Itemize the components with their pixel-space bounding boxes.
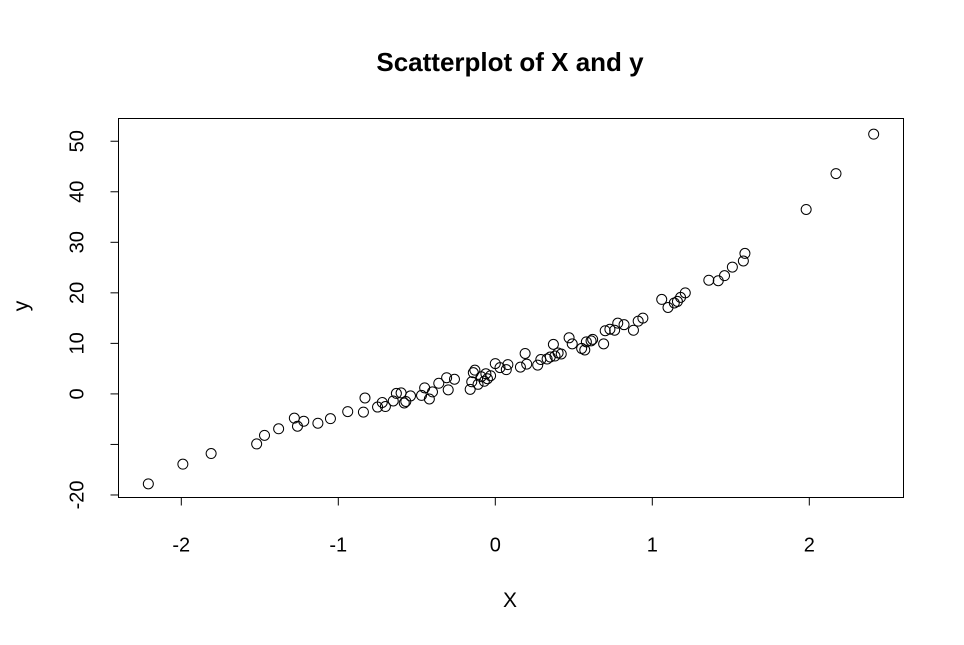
data-point (712, 275, 724, 287)
data-point (547, 338, 559, 350)
data-point (519, 347, 531, 359)
data-point (442, 384, 454, 396)
data-point (612, 317, 624, 329)
data-point (251, 438, 263, 450)
data-point (390, 387, 402, 399)
x-axis: -2 -1 0 1 2 (172, 497, 815, 557)
data-point (563, 332, 575, 344)
data-point (342, 406, 354, 418)
plot-frame (118, 118, 904, 498)
data-point (441, 372, 453, 384)
data-point (469, 364, 481, 376)
data-point (566, 338, 578, 350)
data-point (830, 168, 842, 180)
data-point (478, 375, 490, 387)
data-point (480, 368, 492, 380)
data-point (481, 373, 493, 385)
y-tick-label: 10 (67, 332, 89, 354)
data-point (656, 293, 668, 305)
data-point (627, 324, 639, 336)
data-point (598, 338, 610, 350)
y-tick-label: 20 (67, 282, 89, 304)
x-tick-label: -2 (172, 535, 190, 557)
data-point (291, 420, 303, 432)
y-axis: -20 0 10 20 30 40 50 (67, 130, 119, 509)
x-tick-label: 1 (647, 535, 658, 557)
data-point (604, 323, 616, 335)
y-tick-label: 50 (67, 130, 89, 152)
data-point (423, 393, 435, 405)
data-point (433, 377, 445, 389)
data-point (500, 364, 512, 376)
data-point (739, 247, 751, 259)
data-point (541, 353, 553, 365)
y-tick-label: 0 (67, 388, 89, 399)
data-point (514, 361, 526, 373)
data-point (618, 319, 630, 331)
y-axis-label: y (10, 300, 33, 311)
data-point (398, 397, 410, 409)
data-point (359, 392, 371, 404)
data-point (671, 295, 683, 307)
data-point (466, 376, 478, 388)
x-tick-label: -1 (329, 535, 347, 557)
data-point (494, 362, 506, 374)
y-tick-label: 40 (67, 181, 89, 203)
data-point (485, 370, 497, 382)
data-point (585, 335, 597, 347)
data-point (177, 458, 189, 470)
data-point (205, 448, 217, 460)
data-points (142, 128, 880, 490)
data-point (464, 383, 476, 395)
data-point (502, 359, 514, 371)
x-axis-label: X (503, 589, 517, 612)
data-point (587, 333, 599, 345)
data-point (719, 270, 731, 282)
y-tick-label: -20 (67, 481, 89, 510)
data-point (298, 415, 310, 427)
data-point (427, 386, 438, 398)
data-point (609, 324, 621, 336)
data-point (273, 423, 285, 435)
x-tick-label: 2 (804, 535, 815, 557)
data-point (472, 378, 484, 390)
chart-title: Scatterplot of X and y (376, 47, 644, 77)
data-point (549, 350, 561, 362)
data-point (800, 203, 812, 215)
data-point (868, 128, 880, 140)
data-point (448, 373, 460, 385)
data-point (579, 344, 591, 356)
y-tick-label: 30 (67, 231, 89, 253)
data-point (387, 395, 399, 407)
data-point (580, 336, 592, 348)
data-point (726, 261, 738, 273)
data-point (555, 348, 567, 360)
data-point (703, 274, 715, 286)
data-point (679, 287, 691, 299)
x-tick-label: 0 (490, 535, 501, 557)
data-point (376, 397, 388, 408)
data-point (379, 401, 391, 413)
data-point (599, 325, 611, 337)
data-point (312, 417, 324, 429)
data-point (259, 429, 271, 441)
data-point (532, 359, 544, 371)
data-point (357, 406, 369, 418)
data-point (737, 255, 749, 267)
data-point (521, 358, 533, 370)
data-point (637, 312, 649, 324)
data-point (142, 478, 154, 490)
data-point (405, 390, 417, 402)
data-point (324, 413, 336, 425)
